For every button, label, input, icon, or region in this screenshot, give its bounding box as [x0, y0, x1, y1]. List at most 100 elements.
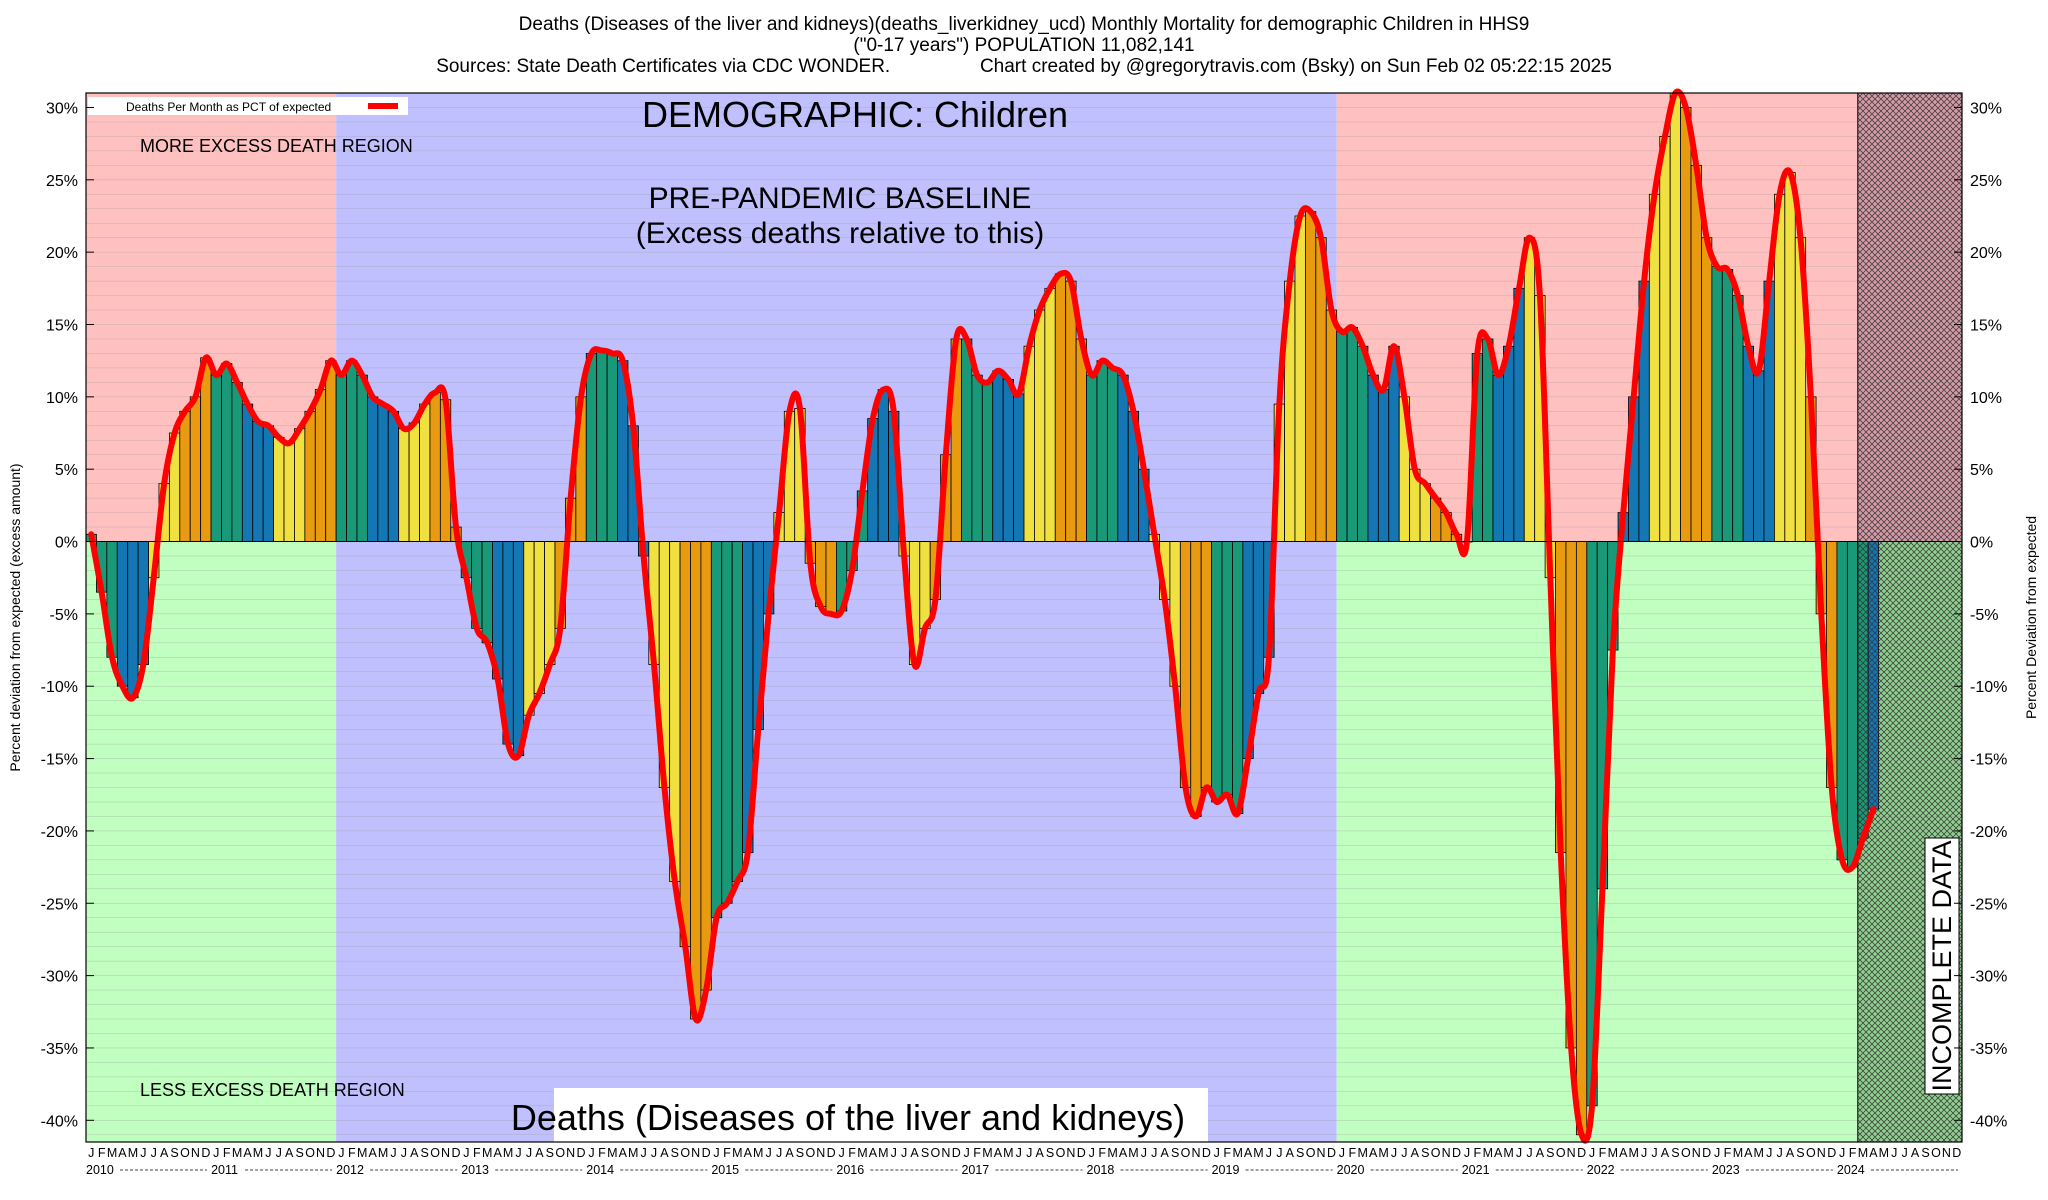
- x-month-label: D: [201, 1146, 210, 1160]
- bar: [992, 370, 1004, 542]
- x-month-label: A: [1619, 1146, 1628, 1160]
- y-tick-label-right: -25%: [1970, 896, 2007, 913]
- x-month-label: A: [785, 1146, 794, 1160]
- x-month-label: D: [1577, 1146, 1586, 1160]
- bar: [481, 541, 493, 644]
- bar: [1523, 237, 1536, 542]
- x-month-label: M: [607, 1146, 617, 1160]
- y-tick-label-right: 5%: [1970, 462, 1993, 479]
- x-month-label: M: [1733, 1146, 1743, 1160]
- bar: [127, 541, 139, 699]
- chart-sources: Sources: State Death Certificates via CD…: [436, 56, 1612, 77]
- x-month-label: J: [640, 1146, 646, 1160]
- bar: [606, 353, 618, 542]
- x-month-label: O: [931, 1146, 941, 1160]
- x-month-label: J: [776, 1146, 782, 1160]
- y-tick-label-left: 20%: [46, 245, 78, 262]
- x-month-label: J: [1464, 1146, 1470, 1160]
- x-month-label: J: [265, 1146, 271, 1160]
- y-tick-label-left: 25%: [46, 173, 78, 190]
- bar: [335, 374, 347, 542]
- x-month-label: M: [1628, 1146, 1638, 1160]
- x-month-label: J: [463, 1146, 469, 1160]
- x-month-label: S: [1046, 1146, 1054, 1160]
- x-month-label: O: [805, 1146, 815, 1160]
- bar: [981, 381, 994, 542]
- bar: [1742, 345, 1754, 542]
- bar: [585, 353, 598, 542]
- x-month-label: O: [1806, 1146, 1816, 1160]
- x-month-label: J: [1776, 1146, 1782, 1160]
- bar: [1086, 374, 1098, 542]
- bar: [1346, 326, 1358, 542]
- x-month-label: M: [482, 1146, 492, 1160]
- x-month-label: M: [1754, 1146, 1764, 1160]
- x-month-label: A: [118, 1146, 127, 1160]
- x-month-label: M: [1483, 1146, 1493, 1160]
- x-month-label: A: [1494, 1146, 1503, 1160]
- x-month-label: J: [964, 1146, 970, 1160]
- x-month-label: D: [1952, 1146, 1961, 1160]
- x-month-label: D: [1077, 1146, 1086, 1160]
- bar: [1732, 295, 1744, 542]
- x-month-label: S: [1671, 1146, 1679, 1160]
- bar: [1200, 541, 1212, 788]
- incomplete-label-box: [1924, 837, 1960, 1095]
- bar: [1034, 309, 1046, 542]
- bar: [512, 541, 525, 757]
- x-month-label: N: [816, 1146, 825, 1160]
- x-month-label: N: [191, 1146, 200, 1160]
- x-month-label: J: [276, 1146, 282, 1160]
- x-month-label: A: [410, 1146, 419, 1160]
- y-tick-label-left: -40%: [41, 1113, 78, 1130]
- bar: [1492, 374, 1504, 542]
- y-tick-label-left: -35%: [41, 1041, 78, 1058]
- y-tick-label-right: -5%: [1970, 607, 1998, 624]
- x-month-label: F: [598, 1146, 606, 1160]
- bar: [1753, 370, 1765, 542]
- bar: [1065, 280, 1077, 542]
- y-tick-label-right: -10%: [1970, 679, 2007, 696]
- x-month-label: A: [1161, 1146, 1170, 1160]
- x-month-label: A: [1286, 1146, 1295, 1160]
- bar: [252, 421, 264, 542]
- x-month-label: F: [1223, 1146, 1231, 1160]
- x-month-label: A: [1035, 1146, 1044, 1160]
- x-month-label: N: [1692, 1146, 1701, 1160]
- x-month-label: O: [180, 1146, 190, 1160]
- x-month-label: S: [671, 1146, 679, 1160]
- x-month-label: J: [338, 1146, 344, 1160]
- x-month-label: J: [1016, 1146, 1022, 1160]
- y-tick-label-right: 20%: [1970, 245, 2002, 262]
- bar: [116, 541, 129, 687]
- x-year-label: 2021: [1462, 1163, 1490, 1177]
- x-month-label: A: [1369, 1146, 1378, 1160]
- x-month-label: S: [546, 1146, 554, 1160]
- x-month-label: J: [1651, 1146, 1657, 1160]
- x-month-label: J: [1339, 1146, 1345, 1160]
- y-axis-title-right: Percent Deviation from expected: [2023, 516, 2039, 719]
- bar: [710, 541, 723, 919]
- x-month-label: A: [535, 1146, 544, 1160]
- x-month-label: F: [1599, 1146, 1607, 1160]
- y-tick-label-right: -20%: [1970, 824, 2007, 841]
- less-excess-label: LESS EXCESS DEATH REGION: [140, 1080, 405, 1100]
- deaths-pct-line: [88, 88, 1877, 1144]
- x-month-label: M: [857, 1146, 867, 1160]
- bar: [1721, 269, 1734, 542]
- bar: [398, 428, 410, 542]
- x-month-label: J: [901, 1146, 907, 1160]
- y-tick-label-left: 0%: [55, 535, 78, 552]
- bar: [1106, 367, 1119, 542]
- x-month-label: J: [1891, 1146, 1897, 1160]
- bar: [387, 410, 400, 542]
- bar: [1357, 345, 1369, 542]
- x-month-label: A: [1744, 1146, 1753, 1160]
- x-month-label: D: [1452, 1146, 1461, 1160]
- bar: [523, 541, 535, 716]
- bar: [731, 541, 744, 882]
- x-month-label: A: [494, 1146, 503, 1160]
- y-tick-label-left: -20%: [41, 824, 78, 841]
- x-month-label: J: [140, 1146, 146, 1160]
- x-month-label: N: [1817, 1146, 1826, 1160]
